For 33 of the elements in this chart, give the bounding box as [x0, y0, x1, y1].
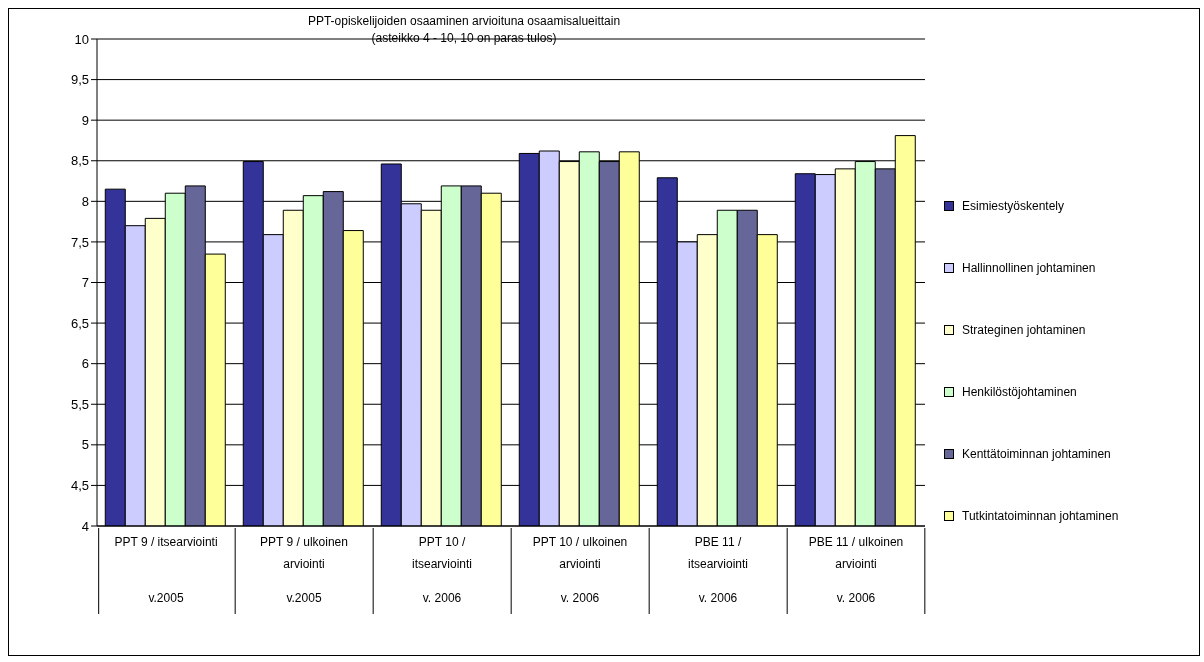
text: v.2005: [286, 591, 322, 605]
y-tick-label: 7,5: [70, 234, 89, 250]
y-tick-label: 5: [81, 437, 89, 453]
legend-label: Henkilöstöjohtaminen: [962, 385, 1077, 399]
legend-label: Strateginen johtaminen: [962, 323, 1086, 337]
chart-subtitle: (asteikko 4 - 10, 10 on paras tulos): [371, 31, 557, 45]
text: v. 2006: [560, 591, 600, 605]
legend-label: Tutkintatoiminnan johtaminen: [962, 509, 1119, 523]
y-tick-label: 8,5: [70, 153, 89, 169]
x-tick-label: PBE 11 / ulkoinen arviointi: [808, 535, 904, 571]
y-tick-label: 7: [81, 275, 89, 291]
text: v. 2006: [698, 591, 738, 605]
y-tick-label: 10: [74, 31, 89, 47]
x-tick-label: PPT 9 / itsearviointi: [114, 535, 218, 549]
text: v. 2006: [836, 591, 876, 605]
x-tick-label: PPT 9 / ulkoinen arviointi: [260, 535, 348, 571]
y-tick-label: 9,5: [70, 72, 89, 88]
legend-label: Esimiestyöskentely: [962, 199, 1065, 213]
x-tick-label: PPT 10 / itsearviointi: [411, 535, 473, 571]
x-tick-label: PPT 10 / ulkoinen arviointi: [532, 535, 628, 571]
y-tick-label: 9: [81, 112, 89, 128]
legend-label: Hallinnollinen johtaminen: [962, 261, 1096, 275]
y-tick-label: 6: [81, 356, 89, 372]
y-tick-label: 8: [81, 193, 89, 209]
x-tick-label: PBE 11 / itsearviointi: [687, 535, 749, 571]
y-tick-label: 6,5: [70, 315, 89, 331]
y-tick-label: 4,5: [70, 478, 89, 494]
text: v. 2006: [422, 591, 462, 605]
y-tick-label: 5,5: [70, 396, 89, 412]
chart-title: PPT-opiskelijoiden osaaminen arvioituna osaamisalueittain: [306, 13, 622, 30]
text: v.2005: [148, 591, 184, 605]
legend-label: Kenttätoiminnan johtaminen: [962, 447, 1111, 461]
y-tick-label: 4: [81, 518, 89, 534]
